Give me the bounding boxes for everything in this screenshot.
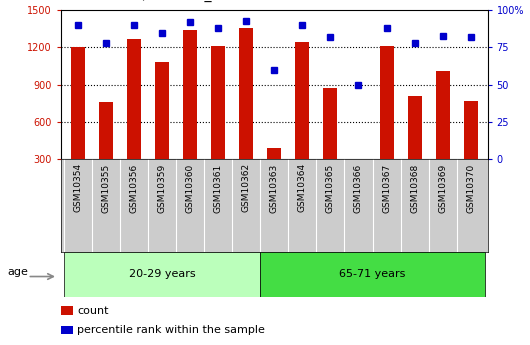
Text: GSM10360: GSM10360 bbox=[186, 163, 195, 213]
Bar bbox=[351, 159, 366, 160]
Bar bbox=[379, 46, 394, 159]
Text: GSM10355: GSM10355 bbox=[101, 163, 110, 213]
Text: GSM10363: GSM10363 bbox=[270, 163, 279, 213]
Bar bbox=[61, 306, 73, 315]
Bar bbox=[436, 71, 450, 159]
Text: GDS473 / 223478_at: GDS473 / 223478_at bbox=[82, 0, 226, 2]
Bar bbox=[239, 28, 253, 159]
Text: count: count bbox=[77, 306, 109, 316]
Text: GSM10354: GSM10354 bbox=[73, 163, 82, 213]
Bar bbox=[155, 62, 169, 159]
Text: GSM10369: GSM10369 bbox=[438, 163, 447, 213]
Bar bbox=[267, 148, 281, 159]
Text: GSM10364: GSM10364 bbox=[298, 163, 307, 213]
Text: GSM10361: GSM10361 bbox=[214, 163, 223, 213]
Text: percentile rank within the sample: percentile rank within the sample bbox=[77, 325, 265, 335]
Bar bbox=[183, 30, 197, 159]
Text: GSM10359: GSM10359 bbox=[157, 163, 166, 213]
Text: 65-71 years: 65-71 years bbox=[339, 269, 405, 279]
Bar bbox=[211, 46, 225, 159]
Bar bbox=[71, 47, 85, 159]
Bar bbox=[295, 42, 310, 159]
Bar bbox=[464, 101, 478, 159]
Text: age: age bbox=[7, 267, 28, 277]
Text: GSM10370: GSM10370 bbox=[466, 163, 475, 213]
Text: GSM10367: GSM10367 bbox=[382, 163, 391, 213]
Bar bbox=[260, 252, 485, 297]
Bar bbox=[323, 88, 338, 159]
Text: GSM10365: GSM10365 bbox=[326, 163, 335, 213]
Text: GSM10356: GSM10356 bbox=[129, 163, 138, 213]
Bar bbox=[408, 96, 422, 159]
Bar bbox=[127, 39, 141, 159]
Bar bbox=[99, 102, 113, 159]
Bar bbox=[64, 252, 260, 297]
Bar bbox=[61, 326, 73, 334]
Text: 20-29 years: 20-29 years bbox=[129, 269, 196, 279]
Text: GSM10362: GSM10362 bbox=[242, 163, 251, 213]
Text: GSM10366: GSM10366 bbox=[354, 163, 363, 213]
Text: GSM10368: GSM10368 bbox=[410, 163, 419, 213]
